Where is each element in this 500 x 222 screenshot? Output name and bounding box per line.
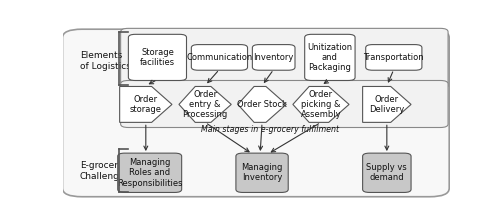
FancyBboxPatch shape (128, 34, 186, 81)
Polygon shape (120, 87, 172, 122)
FancyBboxPatch shape (304, 34, 355, 81)
Text: Managing
Inventory: Managing Inventory (242, 163, 283, 182)
FancyBboxPatch shape (252, 45, 295, 70)
FancyBboxPatch shape (366, 45, 422, 70)
FancyBboxPatch shape (192, 45, 248, 70)
Text: Supply vs
demand: Supply vs demand (366, 163, 407, 182)
FancyBboxPatch shape (118, 153, 182, 192)
Text: E-grocery
Challenges: E-grocery Challenges (80, 161, 130, 181)
FancyBboxPatch shape (120, 28, 448, 89)
Text: Order
entry &
Processing: Order entry & Processing (182, 89, 228, 119)
Text: Order Stock: Order Stock (237, 100, 287, 109)
Text: Order
picking &
Assembly: Order picking & Assembly (300, 89, 342, 119)
Polygon shape (238, 87, 286, 122)
FancyBboxPatch shape (62, 29, 449, 197)
FancyBboxPatch shape (120, 81, 448, 127)
Text: Unitization
and
Packaging: Unitization and Packaging (308, 42, 352, 72)
Polygon shape (293, 87, 349, 122)
Text: Elements
of Logistics: Elements of Logistics (80, 51, 131, 71)
Text: Communication: Communication (186, 53, 252, 62)
Text: Order
storage: Order storage (130, 95, 162, 114)
Polygon shape (362, 87, 411, 122)
FancyBboxPatch shape (236, 153, 288, 192)
Text: Storage
facilities: Storage facilities (140, 48, 175, 67)
Text: Inventory: Inventory (254, 53, 294, 62)
Text: Transportation: Transportation (364, 53, 424, 62)
Polygon shape (179, 87, 232, 122)
Text: Order
Delivery: Order Delivery (369, 95, 404, 114)
Text: Main stages in e-grocery fulfilment: Main stages in e-grocery fulfilment (201, 125, 339, 134)
Text: Managing
Roles and
Responsibilities: Managing Roles and Responsibilities (117, 158, 182, 188)
FancyBboxPatch shape (362, 153, 411, 192)
